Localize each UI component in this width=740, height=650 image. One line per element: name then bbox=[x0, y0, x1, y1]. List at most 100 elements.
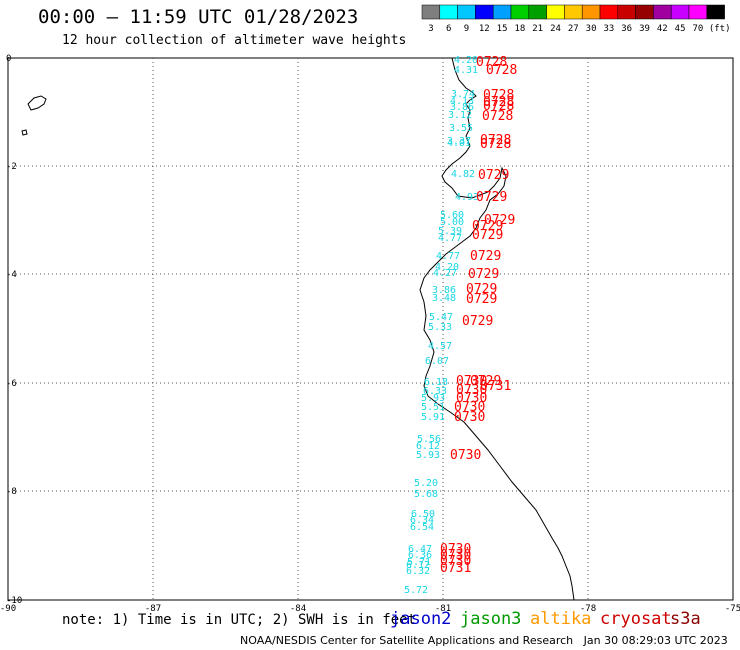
swh-value-label: 3.37 bbox=[447, 136, 471, 147]
pass-time-label: 0730 bbox=[456, 374, 487, 389]
color-swatch bbox=[439, 4, 458, 20]
color-swatch bbox=[510, 4, 530, 20]
pass-time-label: 0729 bbox=[484, 213, 515, 228]
swh-value-label: 4.20 bbox=[454, 55, 478, 66]
plot-frame bbox=[7, 57, 734, 601]
color-swatch bbox=[475, 4, 494, 20]
x-tick-label: -75 bbox=[725, 604, 740, 614]
swh-value-label: 5.72 bbox=[404, 585, 428, 596]
color-scale-label: 18 bbox=[514, 24, 525, 34]
pass-time-label: 0728 bbox=[486, 63, 517, 78]
color-swatch bbox=[653, 4, 672, 20]
swh-value-label: 6.12 bbox=[406, 560, 430, 571]
swh-value-label: 6.12 bbox=[416, 441, 440, 452]
swh-value-label: 3.48 bbox=[432, 293, 456, 304]
swh-value-label: 4.01 bbox=[447, 138, 471, 149]
pass-time-label: 0729 bbox=[472, 228, 503, 243]
swh-value-label: 6.54 bbox=[410, 522, 434, 533]
satellite-legend-item: jason2 bbox=[390, 609, 452, 629]
swh-value-label: 6.36 bbox=[408, 550, 432, 561]
swh-value-label: 5.47 bbox=[429, 312, 453, 323]
pass-time-label: 0729 bbox=[476, 190, 507, 205]
swh-value-label: 5.93 bbox=[421, 393, 445, 404]
color-swatch bbox=[546, 4, 565, 20]
x-tick-label: -81 bbox=[435, 604, 451, 614]
swh-value-label: 6.50 bbox=[411, 509, 435, 520]
y-tick-label: -2 bbox=[6, 162, 17, 172]
swh-value-label: 5.60 bbox=[440, 210, 464, 221]
color-scale-label: 24 bbox=[550, 24, 561, 34]
swh-value-label: 6.47 bbox=[408, 544, 432, 555]
credit-line: NOAA/NESDIS Center for Satellite Applica… bbox=[240, 634, 728, 647]
satellite-legend-item: s3a bbox=[670, 609, 701, 629]
swh-value-label: 6.34 bbox=[410, 515, 434, 526]
pass-time-label: 0729 bbox=[472, 219, 503, 234]
satellite-legend-item: jason3 bbox=[460, 609, 522, 629]
pass-time-label: 0729 bbox=[466, 282, 497, 297]
grid-lines bbox=[8, 58, 733, 600]
swh-value-label: 4.57 bbox=[428, 341, 452, 352]
pass-time-label: 0731 bbox=[480, 379, 511, 394]
map-subtitle: 12 hour collection of altimeter wave hei… bbox=[62, 33, 407, 48]
swh-value-label: 3.86 bbox=[450, 102, 474, 113]
swh-value-label: 3.55 bbox=[449, 123, 473, 134]
y-tick-label: -4 bbox=[6, 270, 17, 280]
swh-value-label: 5.56 bbox=[417, 434, 441, 445]
pass-time-label: 0728 bbox=[480, 137, 511, 152]
swh-value-label: 4.77 bbox=[438, 233, 462, 244]
color-scale-label: 45 bbox=[675, 24, 686, 34]
swh-value-label: 4.27 bbox=[433, 268, 457, 279]
pass-time-label: 0730 bbox=[454, 410, 485, 425]
color-swatch bbox=[492, 4, 512, 20]
color-scale-label: 15 bbox=[497, 24, 508, 34]
pass-time-label: 0730 bbox=[456, 391, 487, 406]
satellite-legend-item: cryosat bbox=[600, 609, 672, 629]
swh-value-label: 5.71 bbox=[407, 557, 431, 568]
footnote: note: 1) Time is in UTC; 2) SWH is in fe… bbox=[62, 612, 417, 628]
color-scale-label: 9 bbox=[464, 24, 469, 34]
y-axis-ticks: 0 -2 -4 -6 -8 -10 bbox=[6, 54, 22, 606]
color-swatch bbox=[457, 4, 476, 20]
color-scale-label: 30 bbox=[586, 24, 597, 34]
color-scale-label: 3 bbox=[428, 24, 433, 34]
color-swatch bbox=[564, 4, 583, 20]
pass-time-label: 0728 bbox=[483, 99, 514, 114]
pass-time-label: 0728 bbox=[483, 88, 514, 103]
y-tick-label: -6 bbox=[6, 379, 17, 389]
swh-value-label: 5.33 bbox=[428, 322, 452, 333]
swh-value-label: 6.32 bbox=[406, 566, 430, 577]
pass-time-labels: 0728072807280728072807280728072807290729… bbox=[440, 55, 517, 576]
color-swatch bbox=[421, 4, 441, 20]
pass-time-label: 0728 bbox=[480, 133, 511, 148]
map-title: 00:00 – 11:59 UTC 01/28/2023 bbox=[38, 6, 359, 28]
swh-value-label: 3.86 bbox=[432, 285, 456, 296]
galapagos-island-outline bbox=[27, 95, 47, 111]
swh-value-label: 3.74 bbox=[451, 89, 475, 100]
y-tick-label: -10 bbox=[6, 596, 22, 606]
color-scale-label: 21 bbox=[532, 24, 543, 34]
south-america-coastline bbox=[419, 57, 575, 601]
swh-value-label: 5.91 bbox=[421, 412, 445, 423]
color-swatch bbox=[670, 4, 690, 20]
color-swatch bbox=[688, 4, 708, 20]
color-scale-bar: 3 6 9 12 15 18 21 24 27 30 33 36 39 42 45 70 (ft) bbox=[421, 4, 731, 34]
pass-time-label: 0730 bbox=[440, 542, 471, 557]
color-scale-label: 39 bbox=[639, 24, 650, 34]
swh-value-label: 5.93 bbox=[416, 450, 440, 461]
color-scale-label: 6 bbox=[446, 24, 451, 34]
pass-time-label: 0730 bbox=[440, 548, 471, 563]
color-scale-label: 33 bbox=[603, 24, 614, 34]
swh-value-label: 6.18 bbox=[424, 377, 448, 388]
pass-time-label: 0728 bbox=[482, 109, 513, 124]
x-tick-label: -78 bbox=[580, 604, 596, 614]
pass-time-label: 0730 bbox=[440, 554, 471, 569]
swh-value-label: 4.82 bbox=[451, 169, 475, 180]
color-swatch bbox=[635, 4, 654, 20]
x-tick-label: -84 bbox=[290, 604, 306, 614]
pass-time-label: 0730 bbox=[456, 383, 487, 398]
color-swatch bbox=[599, 4, 619, 20]
pass-time-label: 0729 bbox=[468, 267, 499, 282]
swh-value-label: 5.51 bbox=[421, 402, 445, 413]
